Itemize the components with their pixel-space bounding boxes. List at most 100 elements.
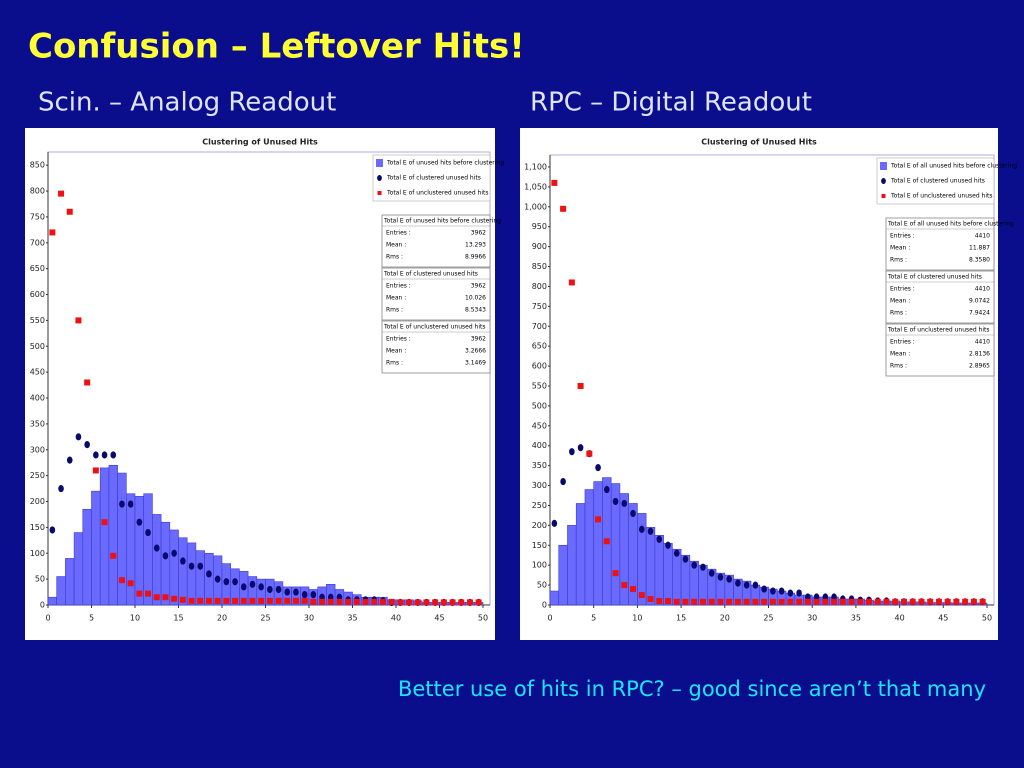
histogram-bar (645, 527, 656, 606)
y-tick-label: 200 (532, 521, 547, 530)
x-tick-label: 25 (260, 614, 270, 623)
data-point (656, 598, 663, 605)
y-tick-label: 50 (35, 575, 45, 584)
data-point (560, 205, 567, 212)
data-point (310, 591, 317, 599)
legend-label: Total E of clustered unused hits (386, 175, 481, 182)
data-point (621, 582, 628, 589)
stats-label: Mean : (386, 242, 406, 249)
data-point (188, 562, 195, 570)
data-point (691, 598, 698, 605)
data-point (778, 598, 785, 605)
data-point (656, 535, 663, 543)
legend-label: Total E of all unused hits before cluste… (890, 163, 1017, 170)
x-tick-label: 0 (547, 614, 552, 623)
data-point (258, 597, 265, 604)
stats-value: 4410 (975, 339, 990, 346)
data-point (180, 557, 186, 565)
y-tick-label: 800 (532, 282, 547, 291)
stats-value: 13.293 (465, 242, 486, 249)
y-tick-label: 450 (532, 421, 547, 430)
data-point (119, 500, 125, 508)
stats-value: 3.2666 (465, 348, 486, 355)
x-tick-label: 40 (391, 614, 401, 623)
data-point (240, 597, 247, 604)
data-point (449, 599, 456, 606)
data-point (787, 598, 794, 605)
histogram-bar (99, 467, 110, 606)
data-point (327, 598, 334, 605)
histogram-bar (575, 503, 586, 606)
stats-title: Total E of unused hits before clustering (383, 218, 501, 225)
histogram-bar (82, 508, 92, 606)
chart-title: Clustering of Unused Hits (701, 138, 817, 147)
legend-swatch (377, 191, 382, 195)
y-tick-label: 700 (532, 322, 547, 331)
data-point (249, 580, 256, 588)
x-tick-label: 15 (676, 614, 686, 623)
data-point (577, 382, 584, 389)
data-point (752, 581, 759, 589)
stats-value: 2.8136 (969, 351, 990, 358)
data-point (92, 467, 99, 474)
histogram-bar (654, 535, 664, 606)
data-point (101, 451, 108, 459)
data-point (612, 497, 619, 506)
data-point (179, 596, 186, 603)
data-point (796, 589, 802, 597)
data-point (586, 450, 593, 457)
y-tick-label: 550 (30, 316, 45, 325)
data-point (717, 598, 724, 605)
legend-label: Total E of unused hits before clustering (386, 160, 504, 167)
data-point (58, 484, 64, 493)
data-point (778, 587, 785, 595)
data-point (831, 598, 838, 605)
stats-box (381, 320, 491, 374)
data-point (188, 597, 195, 604)
histogram-bar (73, 532, 84, 606)
y-tick-label: 550 (532, 381, 547, 390)
data-point (551, 179, 558, 186)
stats-label: Mean : (386, 348, 406, 355)
data-point (673, 549, 680, 557)
histogram-bar (663, 542, 673, 606)
data-point (603, 538, 610, 545)
data-point (700, 563, 706, 571)
data-point (66, 456, 73, 464)
stats-value: 3962 (471, 283, 486, 290)
data-point (475, 599, 482, 606)
data-point (423, 599, 430, 606)
x-tick-label: 45 (938, 614, 948, 623)
histogram-bar (584, 489, 595, 606)
stats-label: Entries : (890, 286, 915, 293)
stats-value: 9.0742 (969, 298, 990, 305)
histogram-bar (619, 493, 629, 606)
data-point (101, 519, 108, 526)
y-tick-label: 1,000 (524, 202, 547, 211)
y-tick-label: 150 (532, 541, 547, 550)
y-tick-label: 600 (30, 290, 45, 299)
data-point (734, 598, 741, 605)
histogram-bar (195, 550, 205, 606)
chart-title: Clustering of Unused Hits (202, 138, 318, 147)
data-point (466, 599, 473, 606)
stats-value: 10.026 (465, 295, 486, 302)
y-tick-label: 850 (532, 262, 547, 271)
histogram-bar (672, 548, 682, 606)
stats-title: Total E of clustered unused hits (887, 274, 982, 281)
x-tick-label: 45 (434, 614, 444, 623)
legend-swatch (377, 175, 382, 181)
data-point (813, 598, 820, 605)
data-point (292, 597, 299, 604)
data-point (118, 577, 125, 584)
stats-value: 3962 (471, 336, 486, 343)
x-tick-label: 40 (895, 614, 905, 623)
data-point (249, 597, 256, 604)
data-point (388, 598, 395, 605)
data-point (336, 598, 343, 605)
data-point (171, 595, 178, 602)
y-tick-label: 700 (30, 238, 45, 247)
y-tick-label: 300 (532, 481, 547, 490)
stats-value: 8.5343 (465, 307, 486, 314)
stats-value: 11.887 (969, 245, 990, 252)
